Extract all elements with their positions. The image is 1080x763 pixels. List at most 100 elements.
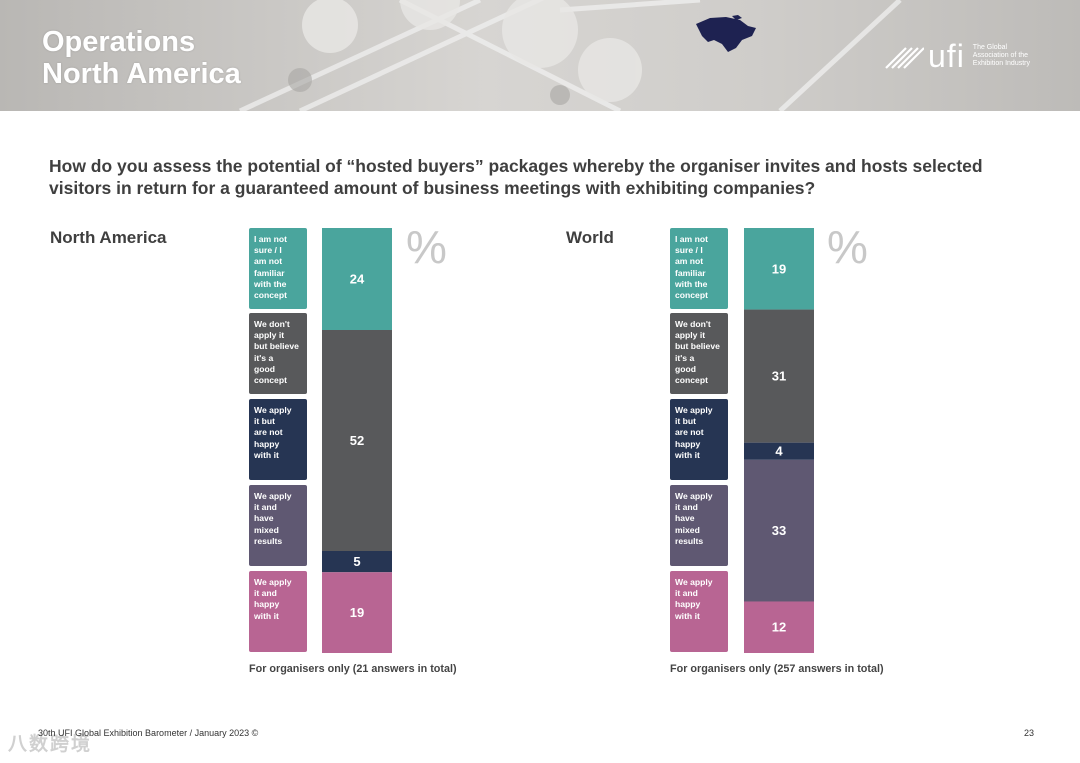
legend-text: it and bbox=[254, 502, 277, 513]
bar-segment bbox=[322, 572, 392, 653]
legend-text: are not bbox=[675, 427, 704, 438]
legend-text: sure / I bbox=[675, 245, 703, 256]
legend-text: I am not bbox=[675, 234, 708, 244]
bar-value-label: 19 bbox=[772, 261, 786, 276]
legend-text: it and bbox=[675, 502, 698, 513]
stacked-bar-north-america: 24 52 5 19 bbox=[322, 228, 392, 653]
legend-text: happy bbox=[254, 599, 280, 610]
legend-item-good-concept: We don't apply it but believe it's a goo… bbox=[249, 313, 307, 394]
bar-value-label: 5 bbox=[353, 554, 360, 569]
page-number: 23 bbox=[1024, 728, 1035, 738]
legend-text: good bbox=[675, 363, 696, 374]
bar-segment bbox=[744, 459, 814, 602]
legend-text: We don't bbox=[254, 319, 290, 329]
legend-text: with it bbox=[254, 449, 279, 460]
legend-text: We apply bbox=[675, 577, 713, 587]
bar-segment bbox=[744, 228, 814, 310]
legend-text: concept bbox=[675, 290, 708, 301]
legend-text: with the bbox=[254, 278, 287, 289]
legend-text: are not bbox=[254, 427, 283, 438]
legend-text: happy bbox=[254, 438, 280, 449]
legend-text: apply it bbox=[675, 330, 706, 341]
legend-text: concept bbox=[675, 375, 708, 386]
legend-text: am not bbox=[254, 256, 283, 267]
footer-source: 30th UFI Global Exhibition Barometer / J… bbox=[38, 728, 259, 738]
legend-item-mixed-results: We apply it and have mixed results bbox=[670, 485, 728, 566]
legend-text: We don't bbox=[675, 319, 711, 329]
bar-value-label: 24 bbox=[350, 272, 365, 287]
bar-segment bbox=[322, 330, 392, 551]
percent-symbol: % bbox=[406, 221, 447, 273]
legend-text: concept bbox=[254, 375, 287, 386]
legend-text: concept bbox=[254, 290, 287, 301]
legend-item-not-familiar: I am not sure / I am not familiar with t… bbox=[249, 228, 307, 309]
bar-segment bbox=[322, 228, 392, 330]
legend-text: We apply bbox=[254, 405, 292, 415]
page-title: Operations North America bbox=[42, 26, 241, 90]
legend-text: familiar bbox=[254, 267, 285, 278]
legend-text: it and bbox=[675, 588, 698, 599]
bar-value-label: 12 bbox=[772, 620, 786, 635]
logo-tagline-line: The Global bbox=[972, 44, 1008, 51]
legend-text: it's a bbox=[254, 352, 274, 363]
legend-text: We apply bbox=[675, 491, 713, 501]
legend-text: familiar bbox=[675, 267, 706, 278]
legend-text: results bbox=[675, 535, 704, 546]
legend-text: it but bbox=[675, 416, 696, 427]
legend-text: apply it bbox=[254, 330, 285, 341]
legend-item-happy: We apply it and happy with it bbox=[670, 571, 728, 652]
legend-text: with it bbox=[675, 449, 700, 460]
logo-tagline-line: Association of the bbox=[972, 52, 1029, 59]
legend-text: happy bbox=[675, 599, 701, 610]
legend-text: sure / I bbox=[254, 245, 282, 256]
title-line-1: Operations bbox=[42, 26, 196, 58]
legend-item-not-familiar: I am not sure / I am not familiar with t… bbox=[670, 228, 728, 309]
legend-text: it but bbox=[254, 416, 275, 427]
header-banner: Operations North America ufi The Global … bbox=[0, 0, 1080, 111]
legend-text: with it bbox=[254, 610, 279, 621]
bar-value-label: 33 bbox=[772, 523, 786, 538]
legend-item-not-happy: We apply it but are not happy with it bbox=[249, 399, 307, 480]
legend-text: with the bbox=[675, 278, 708, 289]
logo-word: ufi bbox=[928, 38, 965, 74]
legend-text: but believe bbox=[675, 341, 720, 352]
legend-item-good-concept: We don't apply it but believe it's a goo… bbox=[670, 313, 728, 394]
panel-title-world: World bbox=[566, 228, 614, 247]
logo-tagline: The Global Association of the Exhibition… bbox=[973, 44, 1043, 68]
legend-text: We apply bbox=[254, 491, 292, 501]
sample-note-world: For organisers only (257 answers in tota… bbox=[670, 663, 884, 675]
bar-value-label: 52 bbox=[350, 433, 364, 448]
legend-text: mixed bbox=[675, 524, 700, 535]
legend-text: have bbox=[254, 513, 274, 524]
decorative-background-graphic bbox=[238, 0, 902, 111]
legend-text: happy bbox=[675, 438, 701, 449]
legend-text: results bbox=[254, 535, 283, 546]
legend-text: have bbox=[675, 513, 695, 524]
panel-title-north-america: North America bbox=[50, 228, 167, 247]
bar-value-label: 19 bbox=[350, 605, 364, 620]
sample-note-north-america: For organisers only (21 answers in total… bbox=[249, 663, 457, 675]
legend-text: We apply bbox=[675, 405, 713, 415]
north-america-map-icon bbox=[696, 15, 756, 52]
stacked-bar-world: 19 31 4 33 12 bbox=[744, 228, 814, 653]
legend-text: but believe bbox=[254, 341, 299, 352]
ufi-logo: ufi The Global Association of the Exhibi… bbox=[884, 40, 1043, 72]
logo-tagline-line: Exhibition Industry bbox=[972, 60, 1030, 67]
legend-text: We apply bbox=[254, 577, 292, 587]
bar-value-label: 31 bbox=[772, 369, 786, 384]
bar-segment bbox=[322, 551, 392, 573]
legend-text: am not bbox=[675, 256, 704, 267]
ufi-stripes-icon bbox=[885, 47, 924, 69]
bar-segment bbox=[744, 309, 814, 443]
legend-text: it and bbox=[254, 588, 277, 599]
legend-text: good bbox=[254, 363, 275, 374]
survey-question: How do you assess the potential of “host… bbox=[49, 156, 983, 198]
legend-item-mixed-results: We apply it and have mixed results bbox=[249, 485, 307, 566]
percent-symbol: % bbox=[827, 221, 868, 273]
legend-text: it's a bbox=[675, 352, 695, 363]
legend-text: mixed bbox=[254, 524, 279, 535]
title-line-2: North America bbox=[42, 58, 241, 90]
legend-item-not-happy: We apply it but are not happy with it bbox=[670, 399, 728, 480]
legend-text: I am not bbox=[254, 234, 287, 244]
bar-segment bbox=[744, 442, 814, 460]
